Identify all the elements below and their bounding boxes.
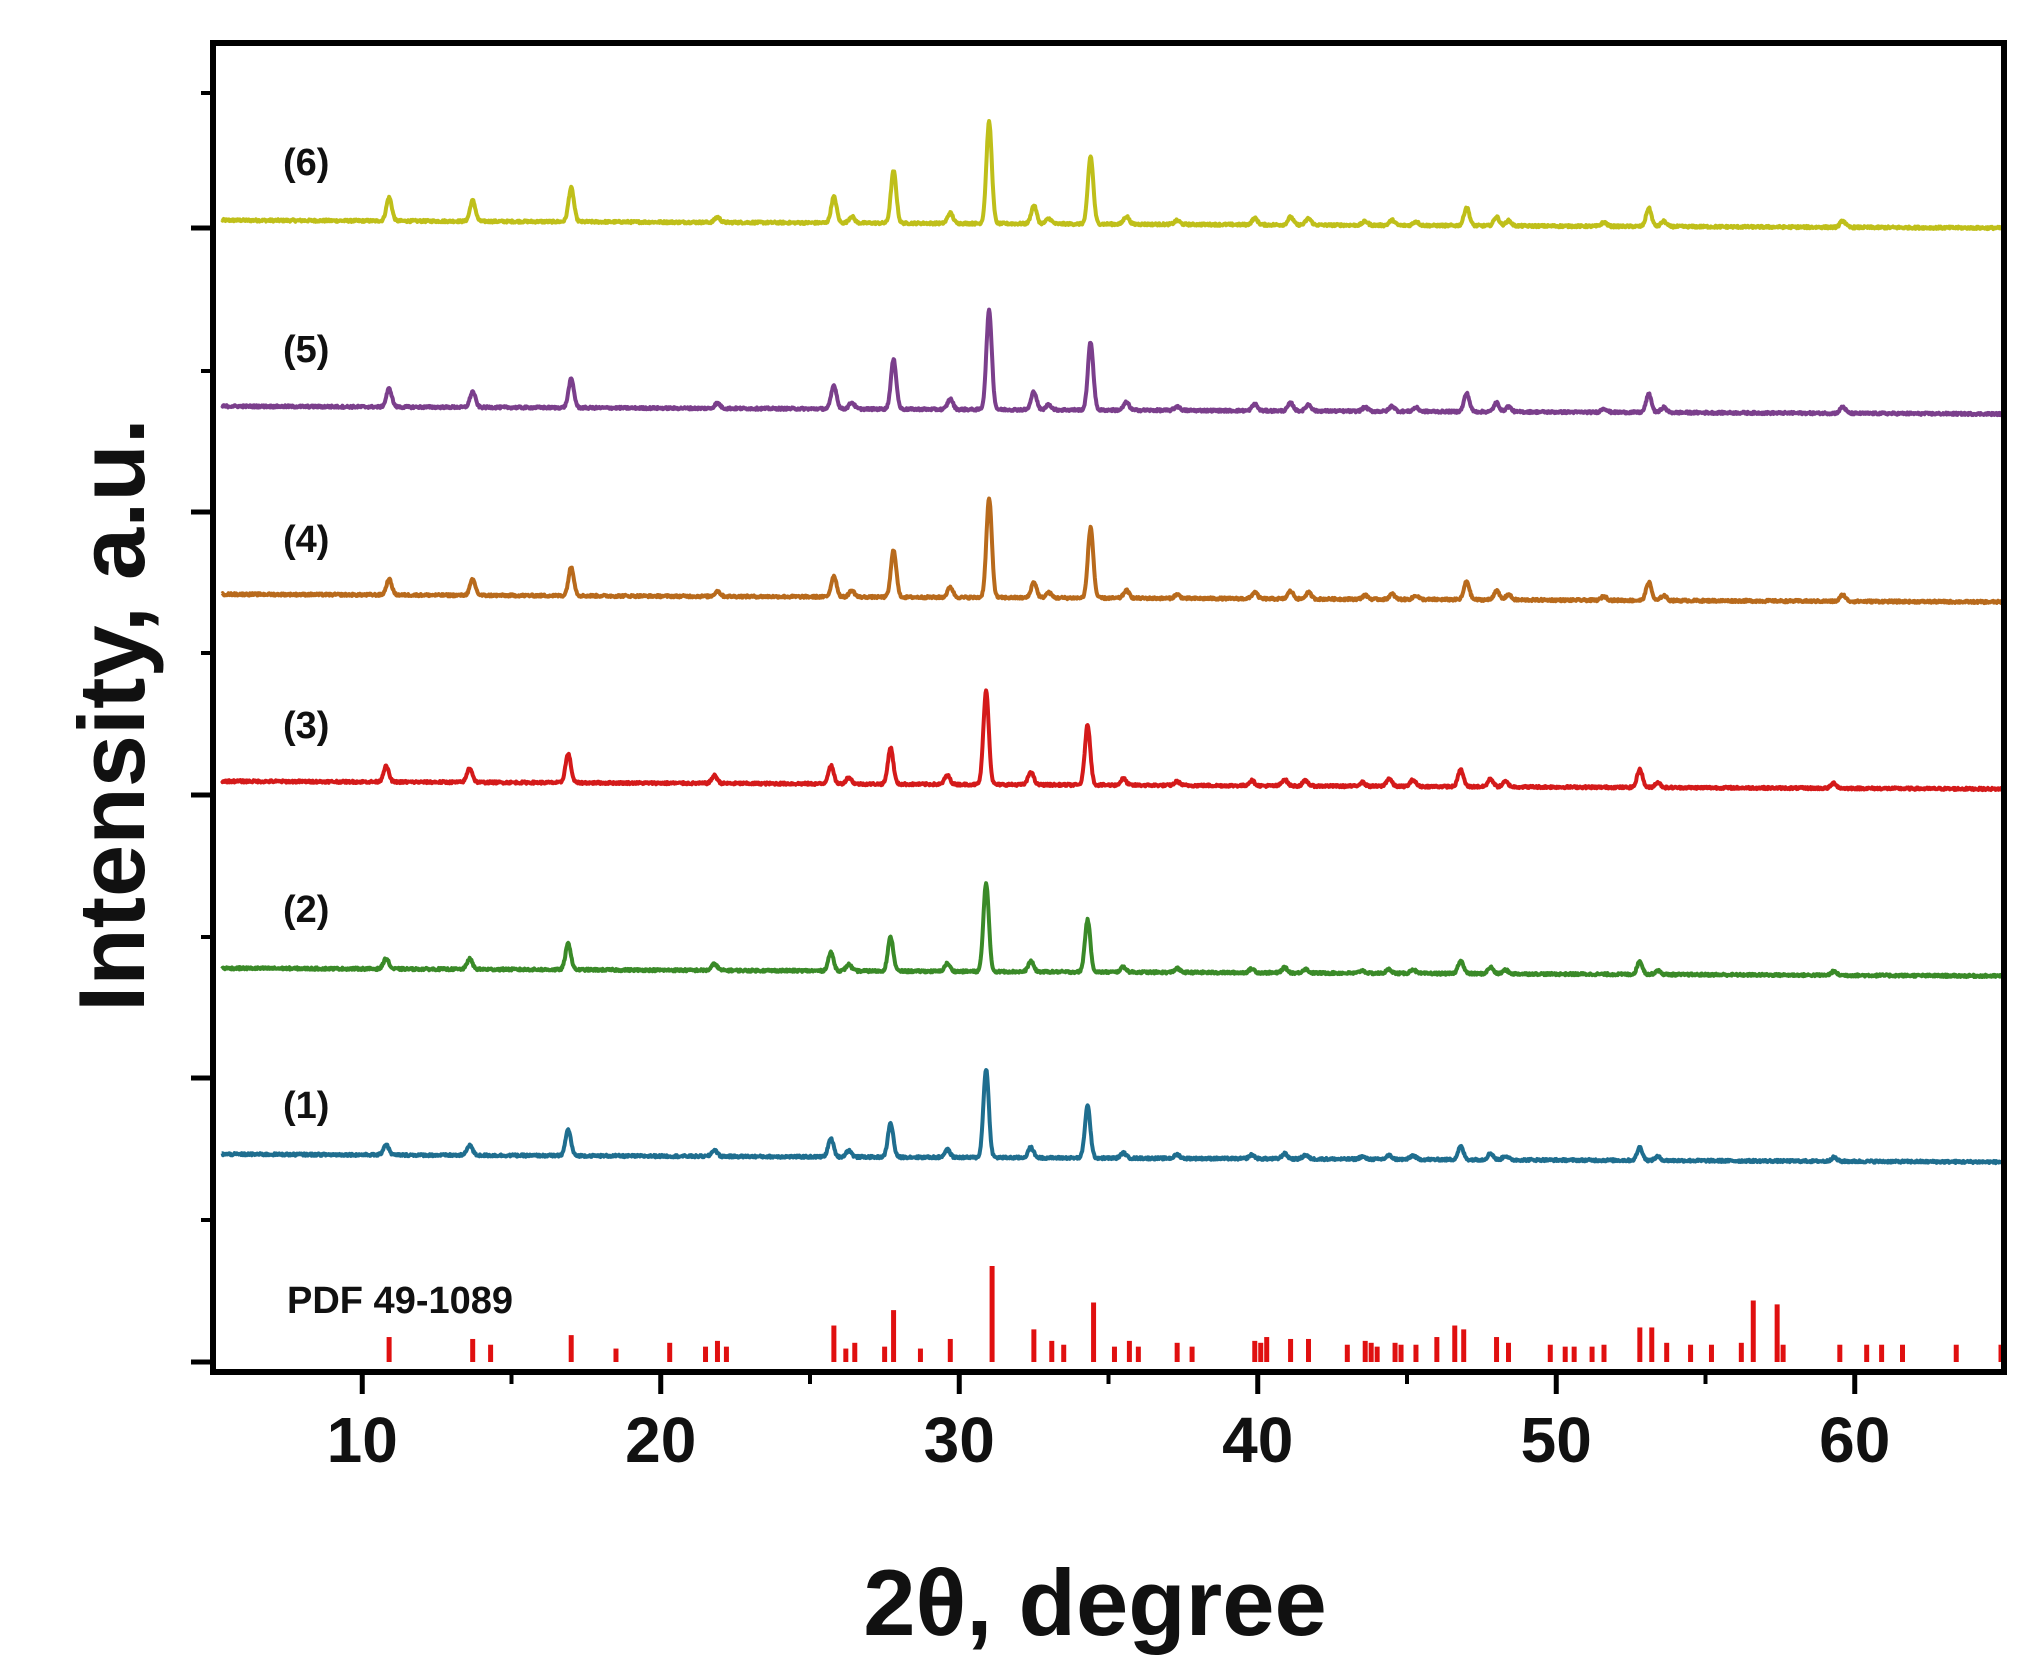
x-tick-label-40: 40 <box>1222 1404 1293 1476</box>
xrd-traces <box>220 119 2004 1166</box>
series-label-2: (5) <box>283 329 329 371</box>
series-labels: (6) (5) (4) (3) (2) (1) <box>283 142 329 1127</box>
y-axis-ticks <box>191 91 213 1365</box>
x-tick-label-10: 10 <box>327 1404 398 1476</box>
reference-label: PDF 49-1089 <box>287 1280 513 1322</box>
trace-series-1 <box>220 119 2004 232</box>
x-tick-label-50: 50 <box>1521 1404 1592 1476</box>
x-axis-label: 2θ, degree <box>863 1550 1327 1655</box>
plot-frame <box>210 40 2007 1375</box>
trace-series-4 <box>220 688 2004 793</box>
trace-series-5 <box>220 881 2004 979</box>
x-tick-label-30: 30 <box>924 1404 995 1476</box>
x-axis-ticks: 10 20 30 40 50 60 <box>327 1372 1890 1476</box>
x-tick-label-60: 60 <box>1819 1404 1890 1476</box>
trace-series-6 <box>220 1068 2004 1166</box>
series-label-3: (4) <box>283 519 329 561</box>
trace-series-3 <box>220 496 2004 606</box>
series-label-4: (3) <box>283 705 329 747</box>
trace-series-2 <box>220 307 2004 418</box>
x-tick-label-20: 20 <box>625 1404 696 1476</box>
series-label-5: (2) <box>283 889 329 931</box>
y-axis-label: Intensity, a.u. <box>59 418 164 1012</box>
reference-pattern <box>386 1266 2004 1362</box>
series-label-1: (6) <box>283 142 329 184</box>
series-label-6: (1) <box>283 1085 329 1127</box>
